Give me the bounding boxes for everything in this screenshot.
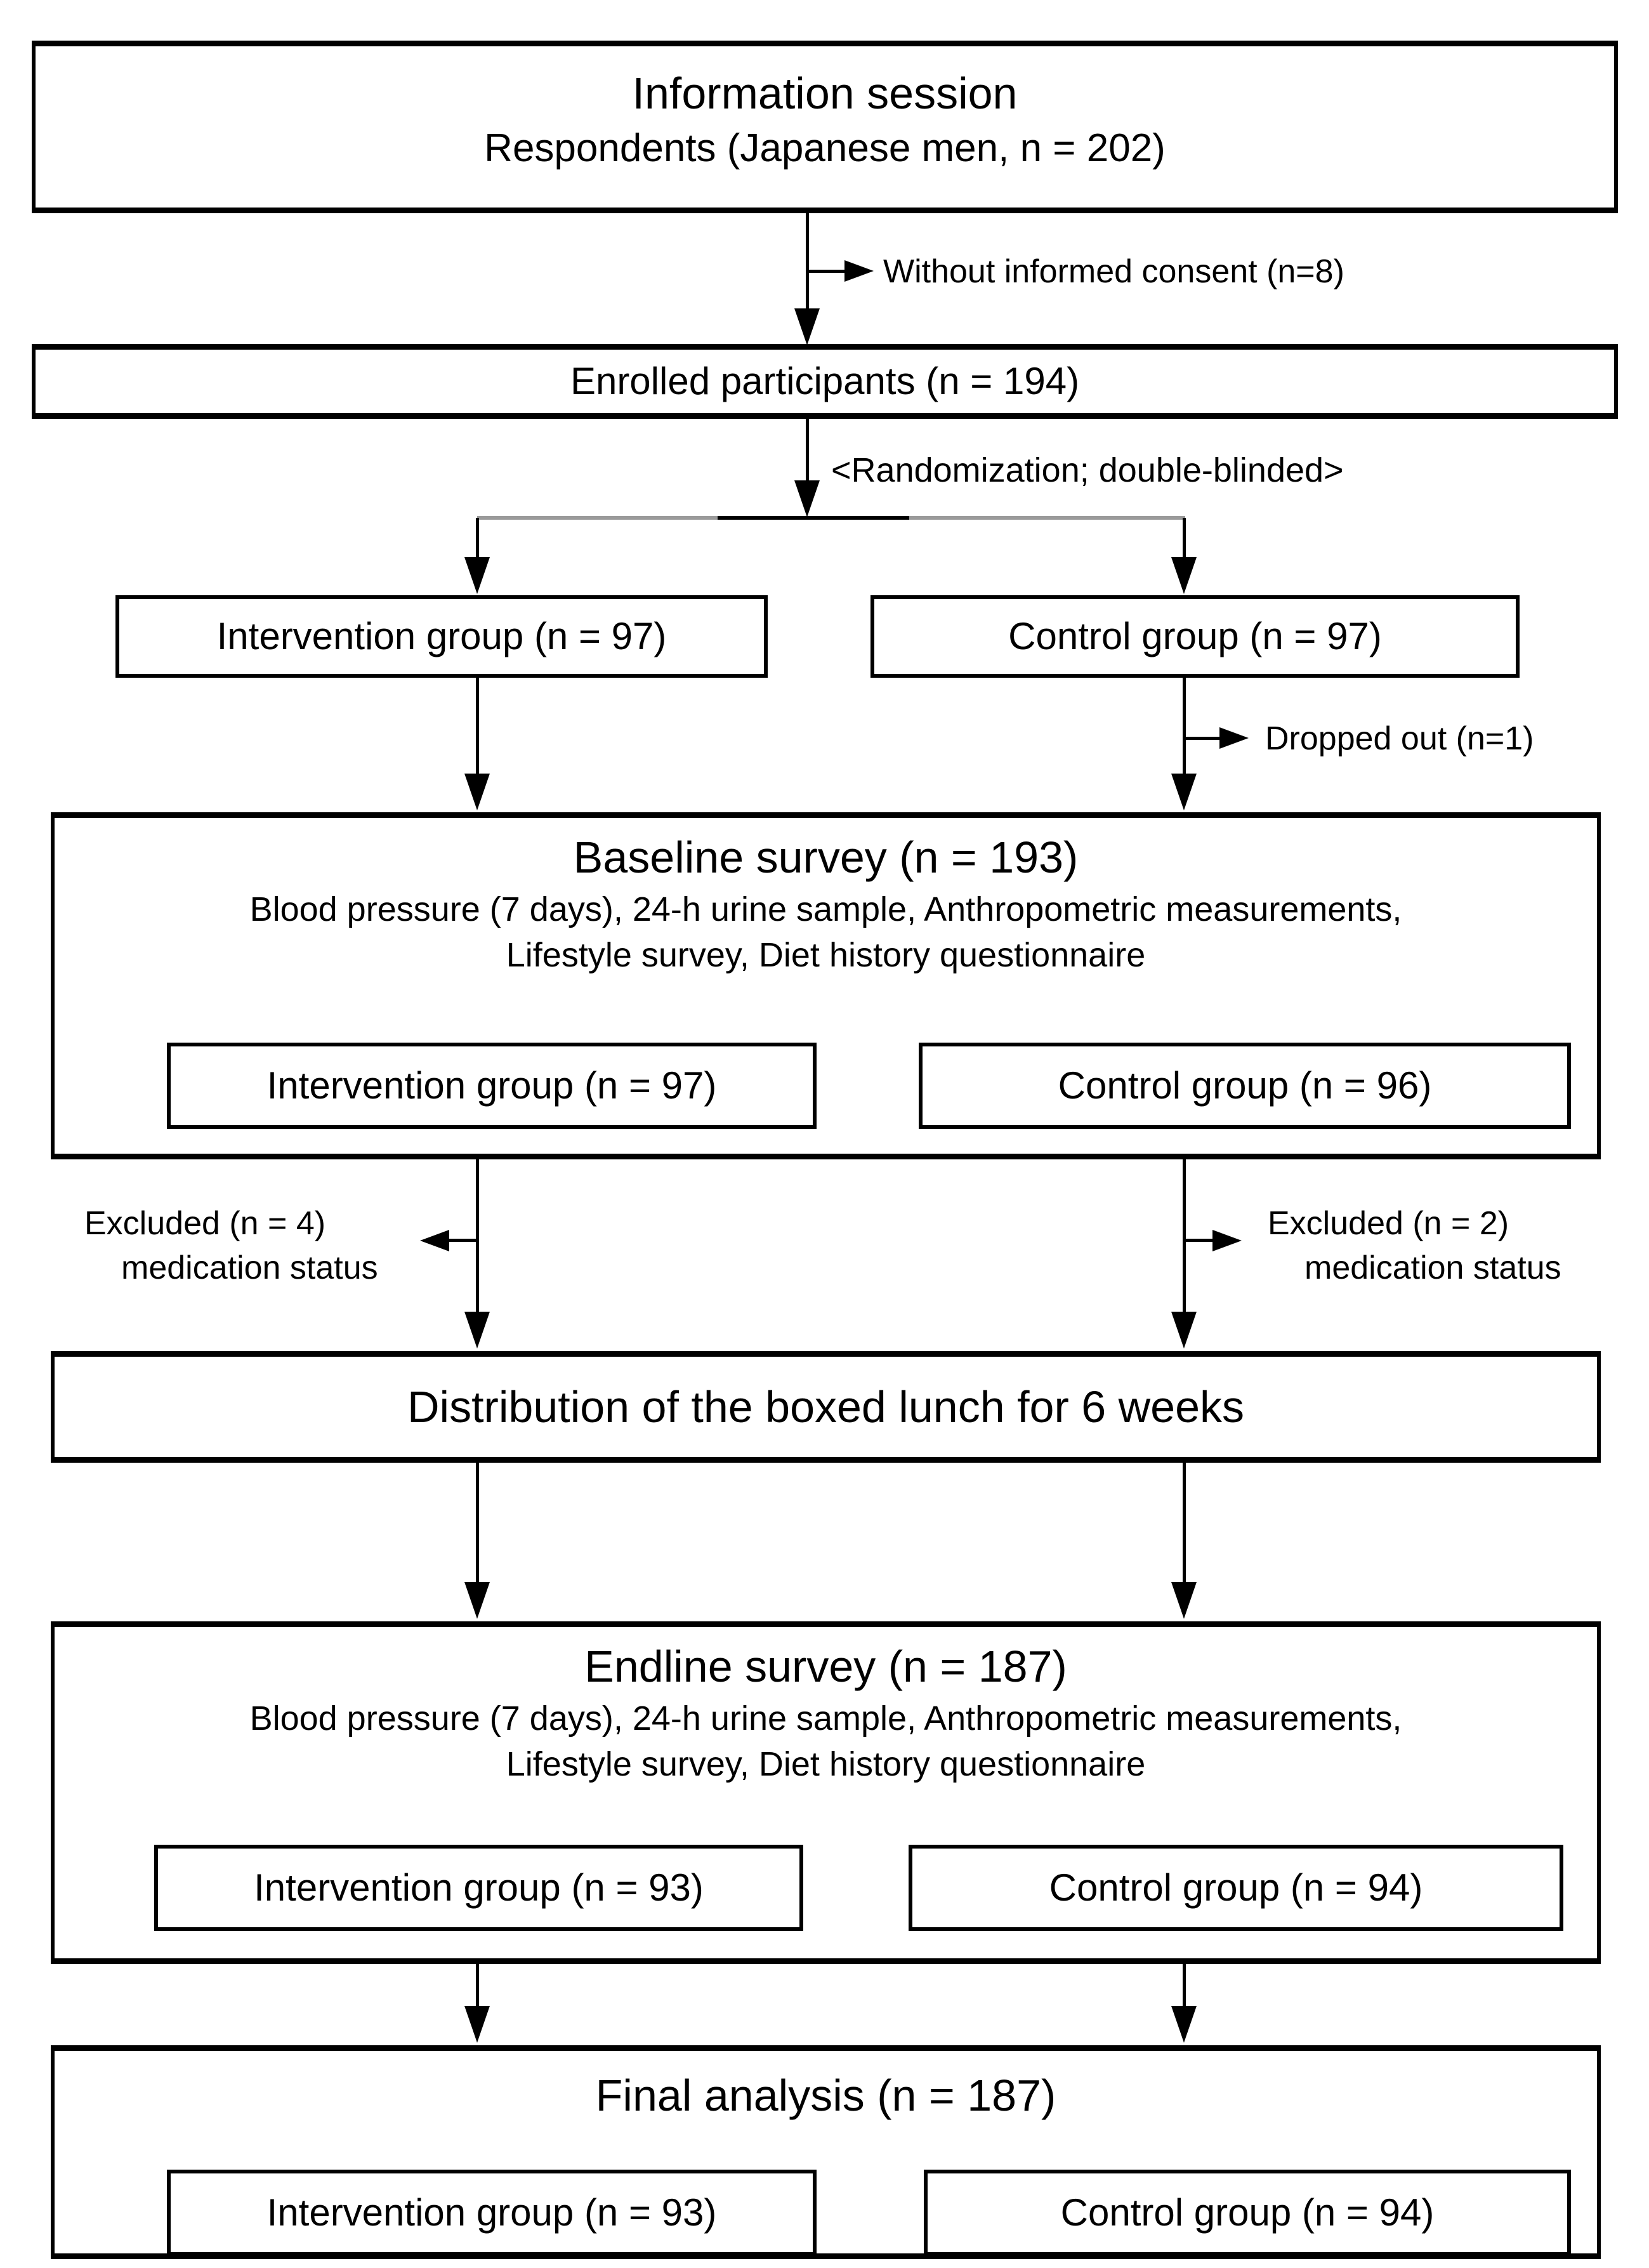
connector-distribution-ctrl-to-endline	[1183, 1463, 1186, 1585]
arrowhead-into-intervention-allocated	[464, 557, 490, 594]
dropped-out-note: Dropped out (n=1)	[1265, 720, 1534, 757]
arrowhead-int-into-distribution	[464, 1312, 490, 1348]
baseline-detail-line2: Lifestyle survey, Diet history questionn…	[506, 936, 1146, 974]
excluded-intervention-line2: medication status	[121, 1249, 378, 1286]
endline-detail-line1: Blood pressure (7 days), 24-h urine samp…	[249, 1699, 1402, 1737]
intervention-allocated-label: Intervention group (n = 97)	[216, 615, 667, 657]
arrowhead-excluded-intervention	[420, 1230, 449, 1251]
arrowhead-without-consent	[844, 260, 874, 282]
connector-endline-ctrl-to-final	[1183, 1964, 1186, 2010]
baseline-survey-title: Baseline survey (n = 193)	[573, 833, 1079, 882]
baseline-survey-box: Baseline survey (n = 193) Blood pressure…	[51, 812, 1601, 1159]
excluded-control-line1: Excluded (n = 2)	[1268, 1205, 1509, 1242]
final-control-box: Control group (n = 94)	[924, 2170, 1571, 2256]
branch-line-without-consent	[808, 270, 846, 273]
connector-distribution-int-to-endline	[476, 1463, 479, 1585]
endline-survey-title: Endline survey (n = 187)	[584, 1642, 1067, 1691]
final-analysis-title: Final analysis (n = 187)	[595, 2071, 1056, 2120]
final-control-label: Control group (n = 94)	[1060, 2191, 1435, 2234]
randomization-note: <Randomization; double-blinded>	[831, 451, 1344, 489]
arrowhead-dropped-out	[1219, 727, 1249, 749]
final-intervention-label: Intervention group (n = 93)	[266, 2191, 717, 2234]
connector-baseline-ctrl-to-distribution	[1183, 1159, 1186, 1313]
branch-line-excluded-intervention	[448, 1239, 477, 1242]
endline-control-label: Control group (n = 94)	[1049, 1866, 1423, 1909]
without-consent-note: Without informed consent (n=8)	[883, 253, 1344, 290]
arrowhead-ctrl-into-final	[1171, 2006, 1197, 2043]
information-session-title: Information session	[632, 69, 1018, 118]
connector-info-to-enrolled	[806, 213, 809, 315]
enrolled-participants-box: Enrolled participants (n = 194)	[32, 344, 1618, 419]
control-allocated-box: Control group (n = 97)	[870, 595, 1520, 678]
connector-baseline-int-to-distribution	[476, 1159, 479, 1313]
baseline-intervention-label: Intervention group (n = 97)	[266, 1064, 717, 1107]
randomization-split-line-core	[718, 516, 909, 520]
connector-enrolled-to-split	[806, 419, 809, 482]
control-allocated-label: Control group (n = 97)	[1008, 615, 1382, 657]
branch-line-dropped-out	[1185, 737, 1221, 740]
arrowhead-int-into-final	[464, 2006, 490, 2043]
final-analysis-box: Final analysis (n = 187) Intervention gr…	[51, 2045, 1601, 2259]
baseline-detail-line1: Blood pressure (7 days), 24-h urine samp…	[249, 890, 1402, 928]
endline-intervention-box: Intervention group (n = 93)	[154, 1845, 803, 1931]
intervention-allocated-box: Intervention group (n = 97)	[115, 595, 768, 678]
distribution-label: Distribution of the boxed lunch for 6 we…	[407, 1382, 1245, 1432]
final-intervention-box: Intervention group (n = 93)	[167, 2170, 817, 2256]
arrowhead-into-enrolled	[794, 308, 820, 345]
arrowhead-control-into-baseline	[1171, 774, 1197, 810]
baseline-control-box: Control group (n = 96)	[919, 1043, 1571, 1129]
information-session-box: Information session Respondents (Japanes…	[32, 41, 1618, 213]
connector-control-to-baseline	[1183, 678, 1186, 778]
arrowhead-into-split	[794, 480, 820, 517]
arrowhead-into-control-allocated	[1171, 557, 1197, 594]
excluded-control-line2: medication status	[1304, 1249, 1561, 1286]
baseline-control-label: Control group (n = 96)	[1058, 1064, 1432, 1107]
distribution-box: Distribution of the boxed lunch for 6 we…	[51, 1351, 1601, 1463]
information-session-subtitle: Respondents (Japanese men, n = 202)	[484, 126, 1166, 170]
split-drop-intervention	[476, 518, 479, 562]
randomization-split-line	[477, 516, 1185, 520]
arrowhead-ctrl-into-endline	[1171, 1582, 1197, 1619]
baseline-intervention-box: Intervention group (n = 97)	[167, 1043, 817, 1129]
arrowhead-int-into-endline	[464, 1582, 490, 1619]
arrowhead-excluded-control	[1212, 1230, 1242, 1251]
excluded-intervention-line1: Excluded (n = 4)	[84, 1205, 326, 1242]
endline-detail-line2: Lifestyle survey, Diet history questionn…	[506, 1745, 1146, 1783]
connector-intervention-to-baseline	[476, 678, 479, 778]
enrolled-participants-label: Enrolled participants (n = 194)	[570, 360, 1080, 402]
connector-endline-int-to-final	[476, 1964, 479, 2010]
endline-intervention-label: Intervention group (n = 93)	[254, 1866, 704, 1909]
endline-control-box: Control group (n = 94)	[909, 1845, 1563, 1931]
branch-line-excluded-control	[1185, 1239, 1214, 1242]
split-drop-control	[1183, 518, 1186, 562]
endline-survey-box: Endline survey (n = 187) Blood pressure …	[51, 1621, 1601, 1964]
arrowhead-intervention-into-baseline	[464, 774, 490, 810]
arrowhead-ctrl-into-distribution	[1171, 1312, 1197, 1348]
